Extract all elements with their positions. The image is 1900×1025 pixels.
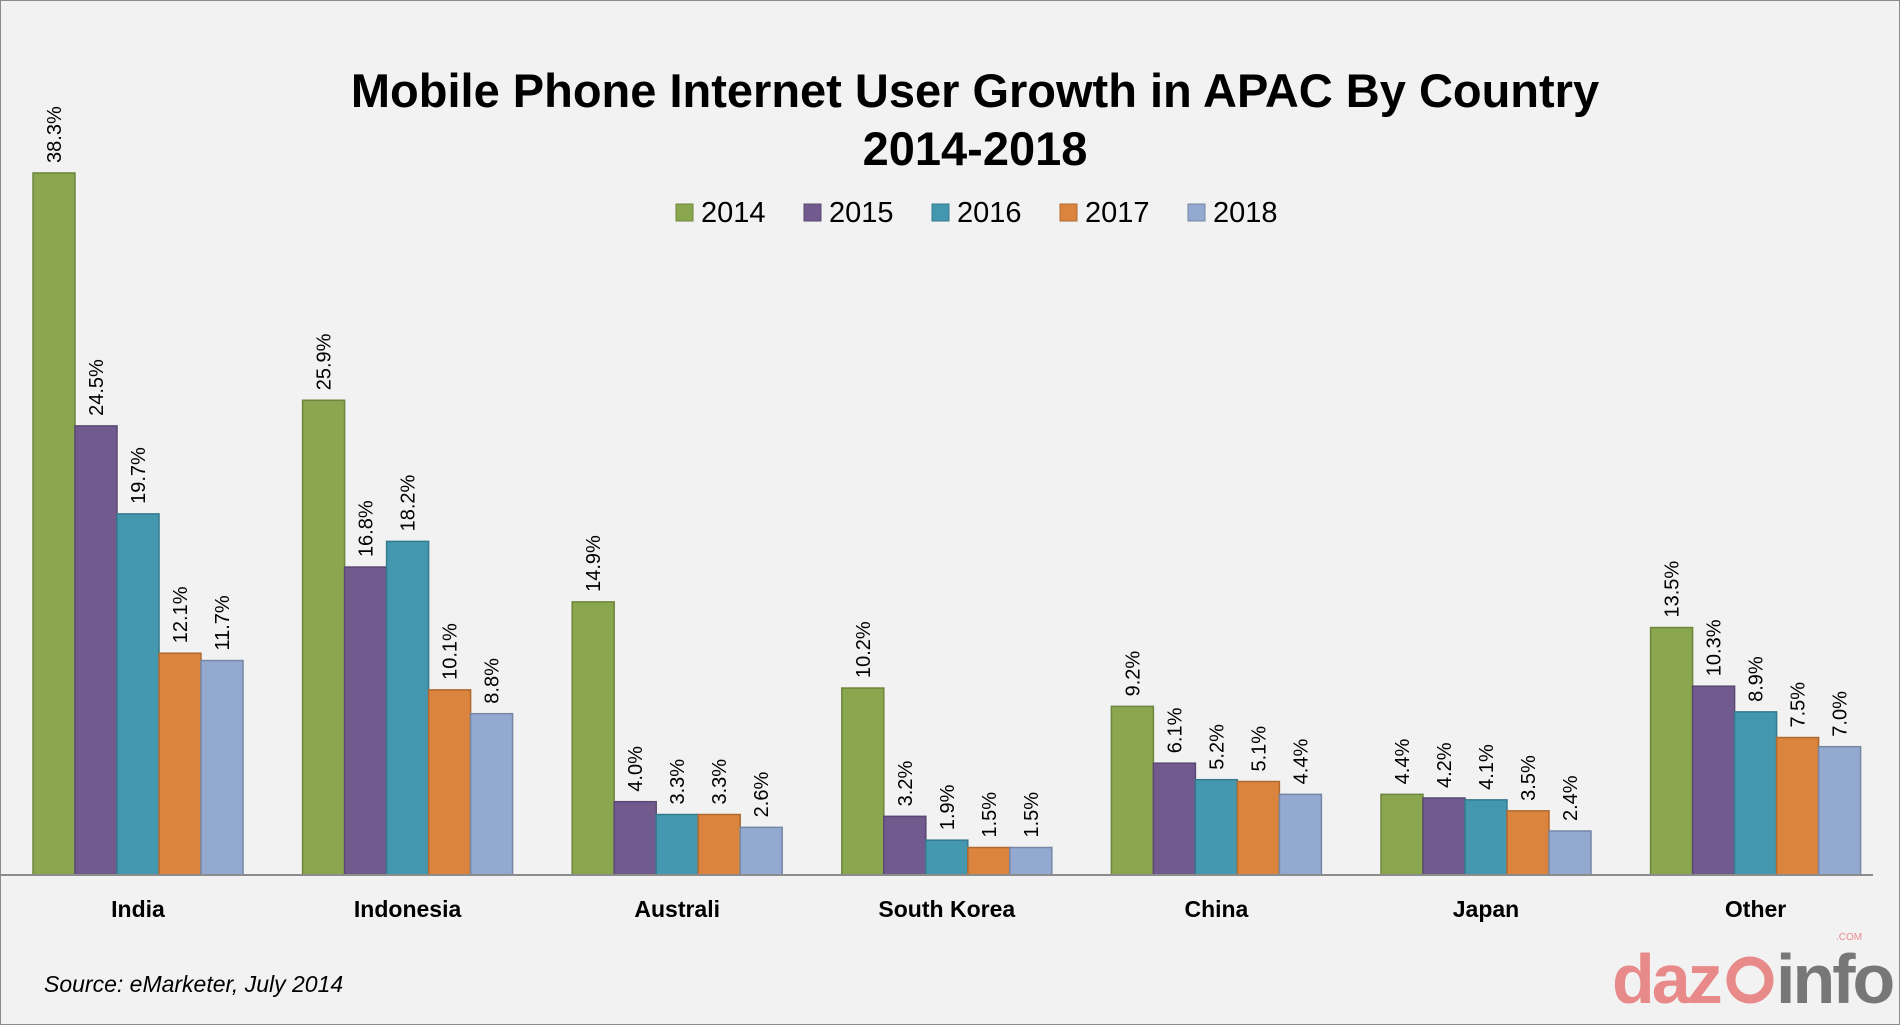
- category-label: Other: [1725, 896, 1786, 922]
- data-label: 8.9%: [1746, 656, 1768, 702]
- legend-swatch-2017: [1059, 203, 1078, 222]
- legend-label: 2017: [1085, 197, 1150, 229]
- legend: 2014 2015 2016 2017 2018: [675, 197, 1278, 229]
- data-label: 4.4%: [1290, 739, 1312, 785]
- bar-japan-2014: [1380, 793, 1424, 876]
- legend-label: 2016: [957, 197, 1022, 229]
- bar-south-korea-2018: [1009, 846, 1053, 876]
- data-label: 13.5%: [1662, 561, 1684, 618]
- legend-swatch-2015: [803, 203, 822, 222]
- data-label: 10.2%: [853, 621, 875, 678]
- bar-other-2014: [1649, 626, 1694, 876]
- category-label: Australi: [634, 896, 720, 922]
- data-label: 4.4%: [1392, 739, 1414, 785]
- bar-japan-2017: [1506, 810, 1550, 876]
- bar-china-2018: [1278, 793, 1323, 876]
- legend-label: 2015: [829, 197, 894, 229]
- bar-indonesia-2018: [469, 712, 514, 876]
- category-label: South Korea: [878, 896, 1015, 922]
- data-label: 3.2%: [895, 761, 917, 807]
- category-label: Indonesia: [354, 896, 462, 922]
- data-label: 7.0%: [1830, 691, 1852, 737]
- bar-japan-2018: [1548, 830, 1592, 876]
- bar-australi-2015: [613, 800, 657, 876]
- data-label: 6.1%: [1164, 707, 1186, 753]
- bar-other-2017: [1775, 736, 1820, 876]
- bar-india-2018: [200, 659, 244, 876]
- data-label: 7.5%: [1788, 682, 1810, 728]
- category-labels: India Indonesia Australi South Korea China Ja…: [111, 896, 1786, 922]
- data-label: 4.2%: [1434, 742, 1456, 788]
- bar-india-2017: [158, 652, 202, 876]
- bar-india-2014: [32, 172, 76, 876]
- data-label: 4.0%: [625, 746, 647, 792]
- data-label: 2.6%: [751, 772, 773, 818]
- data-label: 2.4%: [1560, 775, 1582, 821]
- logo-text-info: info: [1776, 940, 1894, 1018]
- data-label: 9.2%: [1122, 651, 1144, 697]
- data-label: 8.8%: [482, 658, 504, 704]
- bar-indonesia-2014: [301, 399, 346, 876]
- data-label: 18.2%: [398, 474, 420, 531]
- bar-indonesia-2015: [343, 566, 388, 876]
- logo-e-circle: [1726, 956, 1774, 1004]
- source-note: Source: eMarketer, July 2014: [44, 971, 343, 997]
- bar-china-2017: [1236, 780, 1281, 876]
- bar-south-korea-2016: [925, 839, 969, 876]
- data-label: 16.8%: [356, 500, 378, 557]
- bar-china-2015: [1152, 762, 1197, 876]
- bar-australi-2014: [571, 601, 615, 876]
- bar-india-2015: [74, 425, 118, 876]
- legend-swatch-2016: [931, 203, 950, 222]
- data-label: 10.3%: [1704, 619, 1726, 676]
- data-label: 12.1%: [170, 586, 192, 643]
- data-label: 1.5%: [979, 792, 1001, 838]
- bar-other-2015: [1691, 685, 1736, 876]
- bar-japan-2016: [1464, 799, 1508, 876]
- category-label: India: [111, 896, 165, 922]
- bar-china-2016: [1194, 778, 1239, 876]
- legend-label: 2014: [701, 197, 766, 229]
- data-label: 3.3%: [709, 759, 731, 805]
- chart-subtitle: 2014-2018: [863, 122, 1088, 175]
- bar-other-2016: [1733, 711, 1778, 876]
- bar-australi-2017: [697, 813, 741, 876]
- data-label: 5.1%: [1248, 726, 1270, 772]
- bar-india-2016: [116, 513, 160, 876]
- data-label: 3.3%: [667, 759, 689, 805]
- data-label: 10.1%: [440, 623, 462, 680]
- bar-south-korea-2014: [841, 687, 885, 876]
- bar-australi-2018: [739, 826, 783, 876]
- data-label: 25.9%: [314, 333, 336, 390]
- data-label: 3.5%: [1518, 755, 1540, 801]
- data-label: 1.5%: [1021, 792, 1043, 838]
- data-label: 4.1%: [1476, 744, 1498, 790]
- bars: 38.3% 24.5% 19.7% 12.1% 11.7% 25.9% 16.8% 18.2%…: [32, 106, 1862, 876]
- category-label: Japan: [1453, 896, 1519, 922]
- chart-title: Mobile Phone Internet User Growth in APA…: [351, 64, 1599, 117]
- bar-china-2014: [1110, 705, 1155, 876]
- bar-japan-2015: [1422, 797, 1466, 876]
- data-label: 38.3%: [44, 106, 66, 163]
- bar-australi-2016: [655, 813, 699, 876]
- bar-south-korea-2015: [883, 815, 927, 876]
- data-label: 1.9%: [937, 784, 959, 830]
- dazeinfo-logo: daz info .COM: [1612, 932, 1897, 1018]
- bar-indonesia-2017: [427, 689, 472, 876]
- legend-swatch-2014: [675, 203, 694, 222]
- logo-text-daz: daz: [1612, 940, 1721, 1018]
- bar-indonesia-2016: [385, 540, 430, 876]
- legend-swatch-2018: [1187, 203, 1206, 222]
- data-label: 5.2%: [1206, 724, 1228, 770]
- logo-text-com: .COM: [1836, 932, 1862, 943]
- bar-other-2018: [1817, 745, 1862, 876]
- bar-south-korea-2017: [967, 846, 1011, 876]
- data-label: 24.5%: [86, 359, 108, 416]
- data-label: 19.7%: [128, 447, 150, 504]
- category-label: China: [1184, 896, 1248, 922]
- data-label: 11.7%: [212, 595, 234, 650]
- legend-label: 2018: [1213, 197, 1278, 229]
- data-label: 14.9%: [583, 535, 605, 592]
